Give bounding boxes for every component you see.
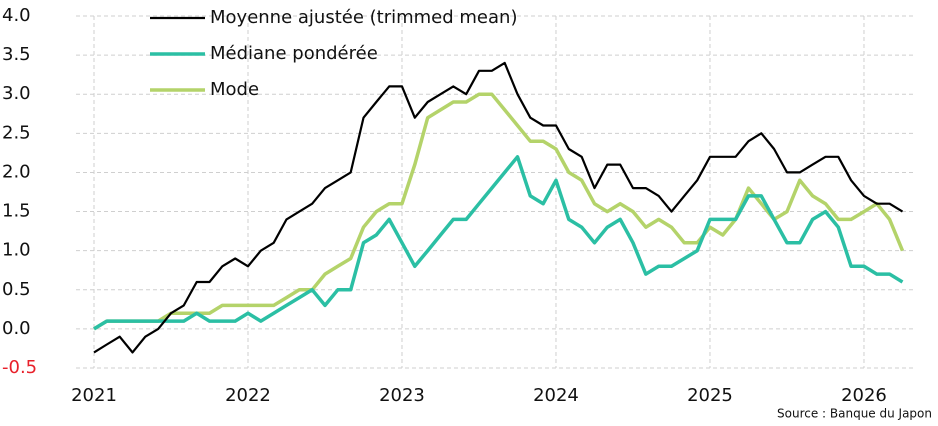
- source: Source : Banque du Japon: [777, 407, 932, 421]
- y-tick-label: 3.0: [2, 83, 31, 104]
- x-tick-label: 2021: [71, 385, 117, 406]
- y-tick-label: 0.5: [2, 279, 31, 300]
- y-tick-label: 0.0: [2, 318, 31, 339]
- y-tick-label: 1.5: [2, 201, 31, 222]
- x-tick-label: 2025: [687, 385, 733, 406]
- legend-label: Médiane pondérée: [210, 43, 378, 64]
- x-tick-label: 2024: [533, 385, 579, 406]
- y-tick-label: 4.0: [2, 5, 31, 26]
- series-line: [93, 155, 904, 331]
- y-tick-label: 2.5: [2, 122, 31, 143]
- x-tick-label: 2023: [379, 385, 425, 406]
- legend-label: Mode: [210, 79, 259, 100]
- y-tick-label: 2.0: [2, 161, 31, 182]
- x-tick-label: 2022: [225, 385, 271, 406]
- y-tick-label: 1.0: [2, 240, 31, 261]
- legend-label: Moyenne ajustée (trimmed mean): [210, 7, 517, 28]
- series-line: [93, 61, 904, 354]
- y-tick-label: 3.5: [2, 44, 31, 65]
- x-tick-label: 2026: [841, 385, 887, 406]
- series-line: [93, 92, 905, 331]
- y-tick-label: -0.5: [2, 357, 37, 378]
